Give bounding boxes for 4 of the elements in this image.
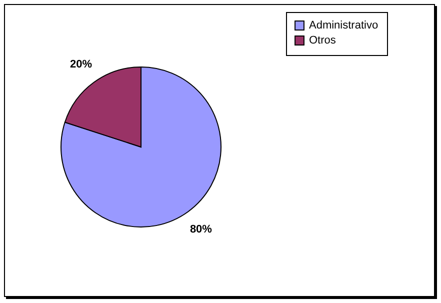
legend-label: Administrativo bbox=[309, 20, 378, 32]
legend-label: Otros bbox=[309, 34, 336, 46]
data-label: 20% bbox=[70, 58, 92, 70]
data-label: 80% bbox=[190, 224, 212, 236]
